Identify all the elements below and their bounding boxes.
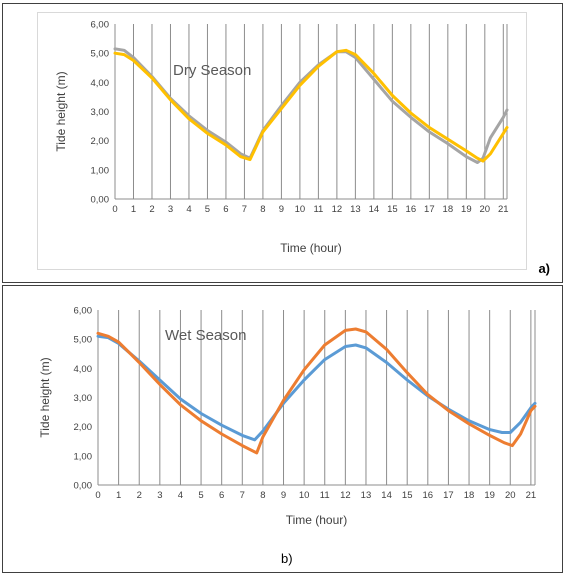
x-tick-label: 18 bbox=[443, 204, 454, 215]
x-tick-label: 8 bbox=[260, 490, 265, 501]
x-tick-label: 15 bbox=[387, 204, 398, 215]
x-tick-label: 19 bbox=[484, 490, 495, 501]
series-line-2 bbox=[113, 48, 509, 163]
y-tick-label: 5,00 bbox=[91, 49, 110, 60]
x-tick-label: 16 bbox=[423, 490, 434, 501]
x-axis-title: Time (hour) bbox=[286, 513, 348, 527]
x-tick-label: 2 bbox=[149, 204, 154, 215]
series-line-2 bbox=[96, 327, 537, 455]
y-tick-label: 2,00 bbox=[91, 136, 110, 147]
y-tick-label: 1,00 bbox=[91, 165, 110, 176]
dry-season-chart: 0 1 2 3 4 5 6 7 8 9 10 11 12 13 14 15 16 17 18 19 20 210,001,… bbox=[54, 20, 509, 256]
panel-label-a: a) bbox=[538, 261, 550, 276]
x-tick-label: 9 bbox=[279, 204, 284, 215]
x-tick-label: 6 bbox=[223, 204, 228, 215]
x-tick-label: 16 bbox=[406, 204, 417, 215]
x-tick-label: 14 bbox=[381, 490, 392, 501]
x-tick-label: 0 bbox=[95, 490, 100, 501]
series-line-1 bbox=[96, 334, 537, 442]
x-tick-label: 12 bbox=[332, 204, 343, 215]
y-tick-label: 4,00 bbox=[91, 78, 110, 89]
x-tick-label: 9 bbox=[281, 490, 286, 501]
y-tick-label: 5,00 bbox=[74, 335, 93, 346]
wet-season-chart: 0 1 2 3 4 5 6 7 8 9 10 11 12 13 14 15 16 17 18 19 20 210,001,… bbox=[38, 306, 537, 527]
y-tick-label: 1,00 bbox=[74, 451, 93, 462]
x-tick-label: 21 bbox=[526, 490, 537, 501]
x-tick-label: 2 bbox=[137, 490, 142, 501]
x-tick-label: 1 bbox=[131, 204, 136, 215]
x-tick-label: 5 bbox=[198, 490, 203, 501]
x-tick-label: 21 bbox=[498, 204, 509, 215]
y-tick-label: 3,00 bbox=[74, 393, 93, 404]
x-tick-label: 14 bbox=[369, 204, 380, 215]
x-axis-title: Time (hour) bbox=[280, 241, 342, 255]
y-tick-label: 4,00 bbox=[74, 364, 93, 375]
y-tick-label: 0,00 bbox=[74, 481, 93, 492]
x-tick-label: 10 bbox=[299, 490, 310, 501]
x-tick-label: 3 bbox=[168, 204, 173, 215]
y-tick-label: 0,00 bbox=[91, 195, 110, 206]
x-tick-label: 6 bbox=[219, 490, 224, 501]
panel-label-b: b) bbox=[281, 551, 293, 566]
x-tick-label: 13 bbox=[350, 204, 361, 215]
x-tick-label: 10 bbox=[295, 204, 306, 215]
y-tick-label: 6,00 bbox=[91, 20, 110, 31]
chart-panel-a: 0 1 2 3 4 5 6 7 8 9 10 11 12 13 14 15 16 17 18 19 20 21 0,00 1,… bbox=[2, 3, 563, 283]
x-tick-label: 8 bbox=[260, 204, 265, 215]
chart-title: Wet Season bbox=[165, 327, 246, 344]
chart-title: Dry Season bbox=[173, 62, 251, 79]
x-tick-label: 15 bbox=[402, 490, 413, 501]
x-tick-label: 17 bbox=[443, 490, 454, 501]
y-tick-label: 3,00 bbox=[91, 107, 110, 118]
x-tick-label: 13 bbox=[361, 490, 372, 501]
x-tick-label: 3 bbox=[157, 490, 162, 501]
y-tick-label: 2,00 bbox=[74, 422, 93, 433]
x-tick-label: 1 bbox=[116, 490, 121, 501]
chart-frame bbox=[37, 12, 527, 270]
x-tick-label: 12 bbox=[340, 490, 351, 501]
x-tick-label: 18 bbox=[464, 490, 475, 501]
x-tick-label: 4 bbox=[178, 490, 183, 501]
x-tick-label: 20 bbox=[505, 490, 516, 501]
x-tick-label: 4 bbox=[186, 204, 191, 215]
x-tick-label: 11 bbox=[313, 204, 323, 215]
x-tick-label: 0 bbox=[112, 204, 117, 215]
x-tick-label: 20 bbox=[480, 204, 491, 215]
x-tick-label: 19 bbox=[461, 204, 472, 215]
x-tick-label: 7 bbox=[242, 204, 247, 215]
chart-panel-b: 0 1 2 3 4 5 6 7 8 9 10 11 12 13 14 15 16 17 18 19 20 21 0,00 1,… bbox=[2, 285, 563, 573]
y-axis-title: Tide height (m) bbox=[54, 71, 68, 151]
y-tick-label: 6,00 bbox=[74, 306, 93, 317]
y-axis-title: Tide height (m) bbox=[38, 357, 52, 437]
x-tick-label: 11 bbox=[320, 490, 330, 501]
x-tick-label: 5 bbox=[205, 204, 210, 215]
x-tick-label: 17 bbox=[424, 204, 435, 215]
x-tick-label: 7 bbox=[240, 490, 245, 501]
